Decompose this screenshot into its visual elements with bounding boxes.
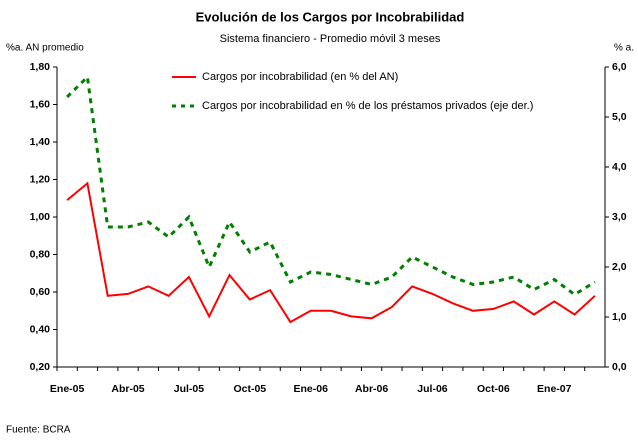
y-tick-label: 1,40: [30, 136, 51, 148]
x-tick-label: Abr-05: [111, 383, 144, 395]
y-tick-label: 1,20: [30, 173, 51, 185]
series-line: [66, 181, 596, 324]
x-tick-label: Jul-05: [174, 383, 205, 395]
y-axis-label: %a. AN promedio: [6, 43, 84, 54]
x-tick-label: Oct-05: [233, 383, 266, 395]
y2-tick-label: 4,0: [612, 161, 627, 173]
y2-tick-label: 6,0: [612, 61, 627, 73]
y-tick-label: 0,80: [30, 248, 51, 260]
y-tick-label: 0,60: [30, 286, 51, 298]
source: Fuente: BCRA: [6, 425, 71, 436]
x-tick-label: Jul-06: [417, 383, 448, 395]
y-tick-label: 0,20: [30, 361, 51, 373]
y-tick-label: 1,80: [30, 61, 51, 73]
y2-tick-label: 2,0: [612, 261, 627, 273]
y-tick-label: 0,40: [30, 323, 51, 335]
y2-tick-label: 1,0: [612, 311, 627, 323]
y-tick-label: 1,00: [30, 211, 51, 223]
x-tick-label: Ene-06: [293, 383, 328, 395]
x-tick-label: Ene-07: [537, 383, 572, 395]
y2-axis-label: % a.: [614, 43, 634, 54]
legend-label: Cargos por incobrabilidad (en % del AN): [202, 71, 398, 83]
x-tick-label: Ene-05: [50, 383, 85, 395]
series-line: [66, 73, 596, 297]
y2-tick-label: 3,0: [612, 211, 627, 223]
x-tick-label: Abr-06: [355, 383, 388, 395]
chart-title: Evolución de los Cargos por Incobrabilid…: [196, 9, 465, 24]
chart-subtitle: Sistema financiero - Promedio móvil 3 me…: [220, 33, 441, 45]
legend-label: Cargos por incobrabilidad en % de los pr…: [202, 100, 533, 112]
y2-tick-label: 5,0: [612, 111, 627, 123]
y-tick-label: 1,60: [30, 98, 51, 110]
x-tick-label: Oct-06: [477, 383, 510, 395]
y2-tick-label: 0,0: [612, 361, 627, 373]
